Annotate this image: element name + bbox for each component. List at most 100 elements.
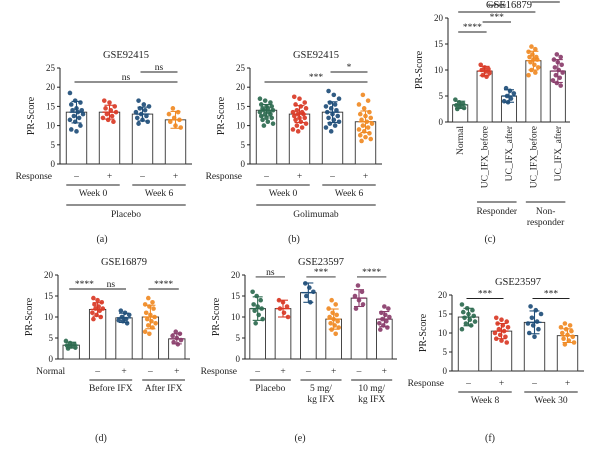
response-sign: +	[565, 379, 570, 389]
data-point	[538, 311, 544, 317]
data-point	[328, 129, 334, 134]
outer-group-label: Golimumab	[293, 210, 339, 220]
data-point	[377, 321, 382, 326]
data-point	[386, 306, 391, 311]
data-point	[142, 329, 148, 335]
data-point	[257, 109, 263, 115]
data-point	[569, 328, 574, 334]
data-point	[90, 310, 95, 316]
data-point	[91, 295, 96, 301]
data-point	[68, 127, 74, 132]
data-point	[307, 285, 312, 290]
chart-panel-d: GSE16879 0 5 10 15 20 PR-Score **** ns **** Normal…	[24, 257, 190, 444]
data-point	[297, 96, 302, 102]
data-point	[291, 94, 297, 100]
response-sign: –	[139, 172, 145, 182]
group-label-line: Non-	[536, 207, 556, 217]
significance-label: ***	[490, 13, 505, 23]
response-row-label: Response	[206, 172, 242, 182]
chart-panel-a: GSE92415 0 5 10 15 20 25 PR-Score ns ns Response – +…	[16, 50, 192, 245]
response-row-label: Response	[201, 367, 237, 377]
data-point	[302, 115, 308, 121]
data-point	[352, 293, 358, 299]
group-label: Placebo	[255, 384, 285, 394]
data-point	[359, 117, 364, 123]
data-point	[327, 100, 333, 105]
data-point	[553, 72, 559, 78]
data-point	[304, 293, 309, 299]
data-point	[462, 315, 467, 321]
response-row-label: Response	[16, 172, 52, 182]
data-point	[295, 129, 301, 134]
data-point	[330, 310, 335, 316]
data-point	[260, 117, 265, 123]
chart-title: GSE16879	[486, 0, 532, 11]
data-point	[333, 331, 338, 337]
y-tick-label: 20	[438, 290, 448, 300]
data-point	[359, 289, 365, 295]
data-point	[116, 318, 122, 323]
data-point	[378, 327, 383, 332]
significance-label: *	[347, 63, 352, 73]
y-tick-label: 15	[46, 101, 56, 111]
group-label: Week 8	[471, 396, 500, 406]
data-point	[496, 326, 502, 332]
data-point	[141, 102, 147, 107]
bar	[115, 317, 133, 360]
data-point	[146, 323, 151, 328]
data-point	[251, 302, 256, 307]
y-tick-label: 5	[439, 91, 444, 101]
data-point	[501, 98, 507, 104]
significance-label: ns	[266, 268, 275, 278]
data-point	[262, 98, 268, 103]
data-point	[367, 130, 372, 136]
data-point	[460, 309, 466, 315]
response-sign: –	[73, 172, 79, 182]
y-axis-label: PR-Score	[414, 50, 425, 89]
response-sign: +	[107, 172, 112, 182]
data-point	[470, 307, 475, 313]
category-label: UC_IFX_after	[553, 125, 564, 181]
group-label: Week 0	[269, 189, 298, 199]
data-point	[459, 302, 465, 307]
data-point	[147, 331, 152, 337]
panel-label: (c)	[484, 234, 495, 245]
bar	[476, 70, 493, 123]
data-point	[326, 306, 331, 311]
data-point	[311, 289, 316, 295]
data-point	[532, 62, 537, 68]
data-point	[284, 304, 290, 309]
data-point	[526, 72, 531, 78]
data-point	[463, 321, 469, 326]
data-point	[303, 106, 309, 111]
data-point	[144, 113, 149, 119]
data-point	[124, 321, 130, 326]
data-point	[101, 98, 107, 103]
data-point	[167, 119, 173, 125]
response-sign: +	[173, 172, 178, 182]
response-row-label: Response	[408, 379, 444, 389]
data-point	[536, 326, 541, 332]
data-point	[508, 96, 514, 101]
data-point	[356, 102, 362, 107]
y-tick-label: 10	[236, 121, 246, 131]
data-point	[146, 104, 152, 109]
y-tick-label: 10	[434, 65, 444, 75]
data-point	[70, 107, 75, 113]
data-point	[133, 109, 139, 115]
data-point	[526, 330, 532, 336]
response-sign: +	[121, 367, 126, 377]
chart-title: GSE23597	[298, 257, 344, 268]
data-point	[285, 314, 291, 320]
data-point	[504, 340, 510, 345]
data-point	[142, 302, 148, 307]
data-point	[383, 312, 388, 318]
y-tick-label: 0	[439, 117, 444, 127]
panel-label: (f)	[485, 433, 495, 444]
significance-label: ***	[478, 290, 493, 300]
data-point	[562, 321, 568, 326]
data-point	[258, 102, 264, 107]
data-point	[357, 132, 363, 138]
y-tick-label: 5	[49, 333, 54, 343]
chart-title: GSE92415	[103, 50, 149, 61]
